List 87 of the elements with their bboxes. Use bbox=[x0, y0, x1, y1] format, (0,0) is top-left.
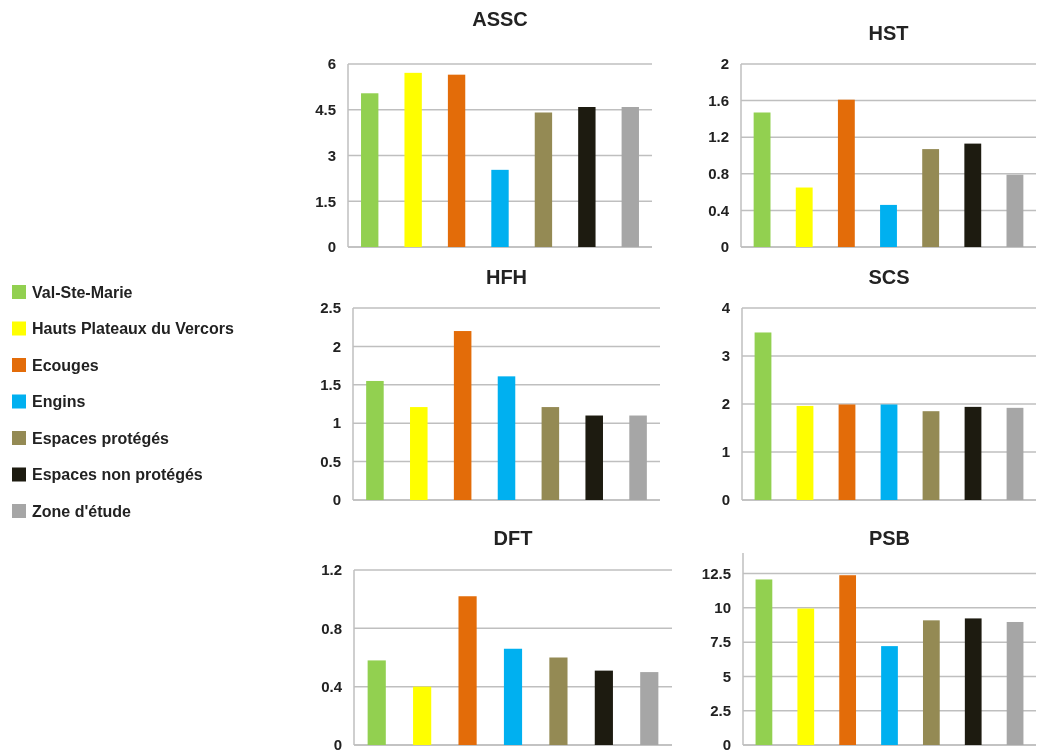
bar bbox=[1006, 407, 1024, 500]
bar bbox=[534, 112, 553, 247]
bar bbox=[838, 404, 856, 500]
bar bbox=[503, 648, 523, 745]
y-tick-label: 2.5 bbox=[710, 701, 731, 719]
bar bbox=[458, 596, 477, 745]
y-tick-label: 0 bbox=[327, 238, 336, 256]
bar bbox=[839, 575, 857, 745]
legend-label: Espaces non protégés bbox=[32, 466, 203, 484]
chart-title: HFH bbox=[485, 266, 528, 288]
y-tick-label: 12.5 bbox=[701, 564, 731, 582]
y-tick-label: 0.8 bbox=[321, 619, 342, 637]
y-tick-label: 1.2 bbox=[321, 561, 342, 579]
bar bbox=[753, 112, 771, 247]
bar bbox=[880, 404, 898, 500]
y-tick-label: 2 bbox=[720, 55, 729, 73]
bar bbox=[447, 74, 466, 247]
bar bbox=[922, 620, 940, 745]
y-tick-label: 10 bbox=[714, 599, 731, 617]
bar bbox=[796, 405, 814, 500]
bar bbox=[541, 407, 560, 500]
y-tick-label: 2 bbox=[721, 395, 730, 413]
bar bbox=[795, 187, 813, 247]
y-tick-label: 3 bbox=[721, 347, 730, 365]
bar bbox=[491, 169, 509, 247]
bar bbox=[964, 143, 982, 247]
y-tick-label: 0.4 bbox=[321, 677, 343, 695]
legend-label: Espaces protégés bbox=[32, 429, 170, 447]
y-tick-label: 4.5 bbox=[315, 101, 336, 118]
bar bbox=[880, 204, 897, 247]
chart-title: ASSC bbox=[472, 8, 528, 30]
bar bbox=[361, 93, 379, 247]
bar bbox=[497, 376, 516, 500]
y-tick-label: 1 bbox=[332, 414, 341, 432]
y-tick-label: 1.5 bbox=[320, 376, 341, 394]
bar bbox=[594, 670, 613, 745]
bar bbox=[881, 646, 898, 745]
y-tick-label: 2 bbox=[332, 337, 341, 355]
chart-title: SCS bbox=[868, 266, 910, 288]
bar bbox=[922, 411, 940, 500]
legend-label: Zone d'étude bbox=[32, 502, 132, 520]
bar bbox=[413, 686, 432, 745]
chart-title: PSB bbox=[868, 527, 911, 549]
bar bbox=[640, 672, 659, 745]
y-tick-label: 5 bbox=[722, 667, 731, 685]
y-tick-label: 0 bbox=[721, 491, 730, 509]
bar bbox=[1006, 174, 1024, 247]
bar bbox=[1006, 621, 1024, 745]
legend-label: Engins bbox=[32, 393, 86, 411]
legend-label: Val-Ste-Marie bbox=[32, 283, 133, 301]
bar bbox=[629, 415, 647, 500]
bar bbox=[797, 608, 815, 745]
y-tick-label: 0.4 bbox=[708, 201, 730, 219]
bar bbox=[578, 107, 596, 247]
bar bbox=[367, 660, 386, 745]
chart-title: HST bbox=[868, 22, 909, 44]
y-tick-label: 1.2 bbox=[708, 128, 729, 146]
bar bbox=[585, 415, 603, 500]
bar bbox=[366, 380, 384, 500]
y-tick-label: 1.6 bbox=[708, 91, 729, 109]
legend-label: Hauts Plateaux du Vercors bbox=[32, 320, 234, 338]
y-tick-label: 1 bbox=[721, 443, 730, 461]
y-tick-label: 0.5 bbox=[320, 452, 341, 470]
y-tick-label: 3 bbox=[327, 146, 336, 164]
bar bbox=[837, 99, 855, 247]
y-tick-label: 1.5 bbox=[315, 192, 336, 210]
y-tick-label: 0.8 bbox=[708, 165, 729, 183]
y-tick-label: 0 bbox=[332, 491, 341, 509]
y-tick-label: 0 bbox=[720, 238, 729, 256]
legend-label: Ecouges bbox=[32, 356, 99, 374]
bar bbox=[755, 579, 773, 745]
bar bbox=[964, 618, 982, 745]
y-tick-label: 0 bbox=[333, 736, 342, 752]
bar bbox=[754, 332, 772, 500]
bar bbox=[453, 331, 472, 500]
bar bbox=[404, 72, 422, 247]
y-tick-label: 2.5 bbox=[320, 299, 341, 317]
y-tick-label: 7.5 bbox=[710, 633, 731, 651]
y-tick-label: 6 bbox=[327, 55, 336, 73]
bar bbox=[922, 149, 940, 247]
chart-title: DFT bbox=[493, 527, 533, 549]
y-tick-label: 4 bbox=[721, 299, 731, 317]
bar bbox=[964, 406, 982, 500]
y-tick-label: 0 bbox=[722, 736, 731, 752]
bar bbox=[549, 657, 568, 745]
bar bbox=[621, 107, 639, 247]
bar bbox=[410, 407, 428, 500]
